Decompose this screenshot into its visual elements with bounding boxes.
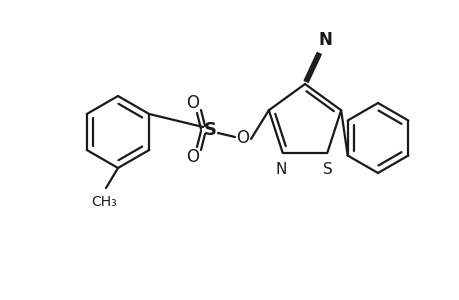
- Text: N: N: [275, 162, 287, 177]
- Text: N: N: [318, 32, 331, 50]
- Text: S: S: [203, 121, 216, 139]
- Text: O: O: [186, 94, 199, 112]
- Text: S: S: [323, 162, 332, 177]
- Text: O: O: [186, 148, 199, 166]
- Text: CH₃: CH₃: [91, 195, 117, 209]
- Text: O: O: [236, 129, 249, 147]
